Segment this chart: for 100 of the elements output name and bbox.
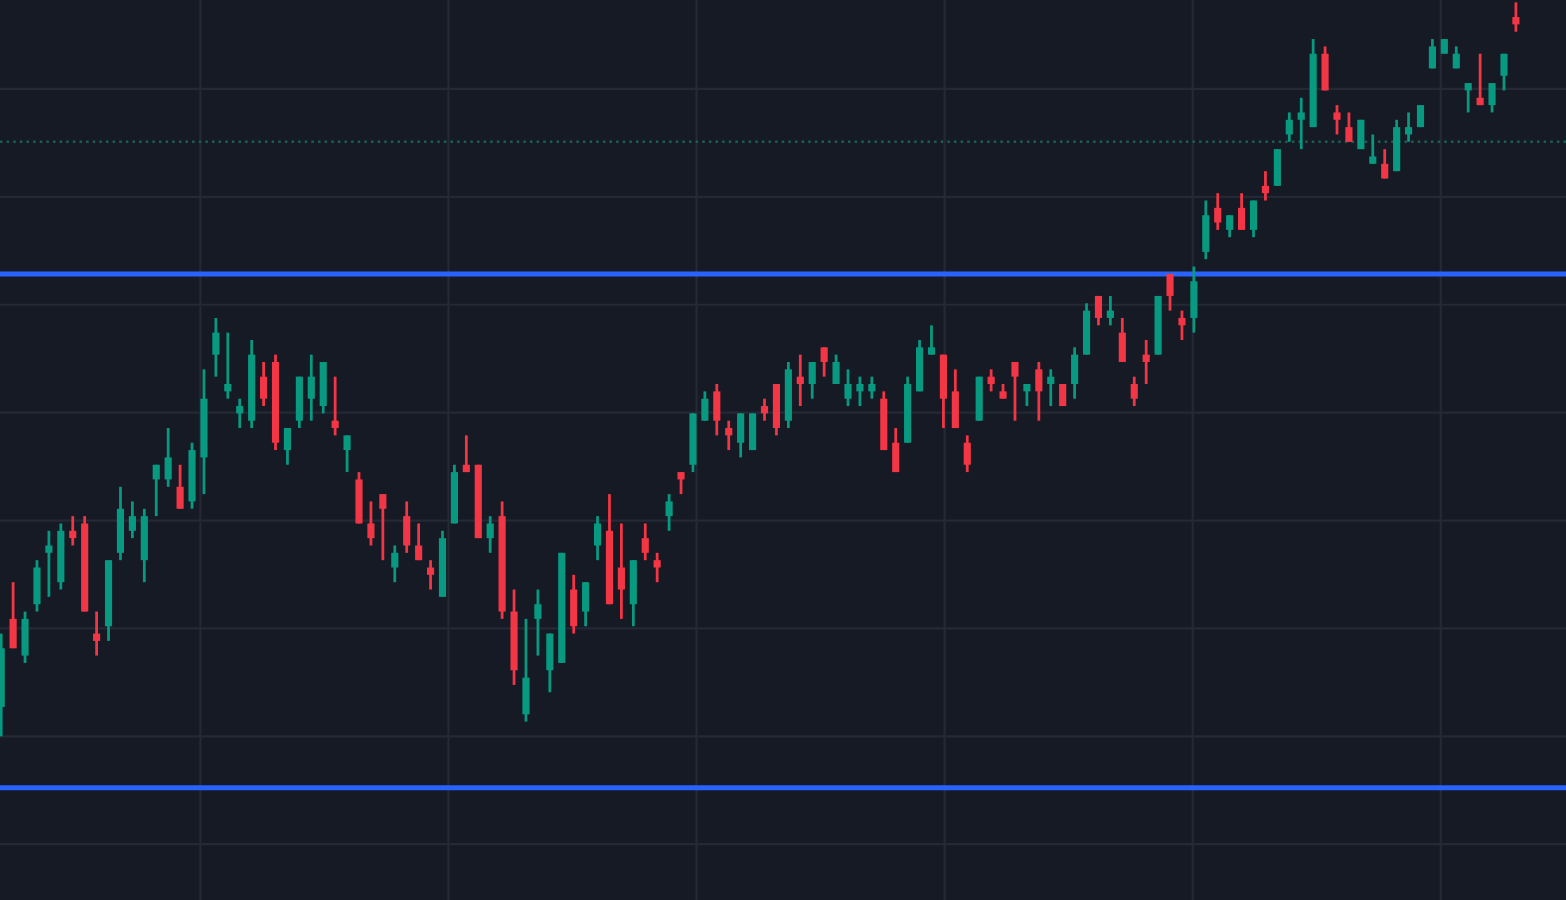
candlestick	[1178, 309, 1186, 342]
candlestick	[212, 316, 220, 379]
candlestick	[486, 514, 494, 555]
candlestick	[415, 522, 423, 562]
candlestick	[462, 434, 470, 474]
candlestick	[1404, 111, 1413, 144]
candlestick	[260, 360, 268, 408]
candlestick	[832, 353, 840, 386]
candlestick	[176, 463, 184, 511]
candlestick	[808, 360, 816, 401]
candlestick	[426, 558, 435, 591]
candlestick	[307, 353, 315, 423]
candlestick	[1428, 37, 1436, 70]
candlestick	[295, 375, 303, 430]
candlestick	[987, 367, 995, 393]
candlestick	[1142, 338, 1150, 386]
candlestick	[1238, 191, 1246, 232]
candlestick	[1047, 367, 1055, 408]
candlestick	[391, 544, 399, 584]
candlestick	[593, 514, 602, 562]
candlestick	[1393, 118, 1401, 173]
candlestick	[1118, 316, 1126, 364]
candlestick	[1297, 96, 1305, 151]
candlestick	[224, 331, 232, 401]
candlestick	[1035, 360, 1043, 423]
candlestick	[152, 463, 160, 518]
candlestick	[1512, 0, 1520, 34]
candlestick	[975, 375, 983, 423]
candlestick	[951, 367, 959, 430]
candlestick	[1082, 301, 1091, 357]
candlestick	[116, 485, 125, 562]
candlestick	[1345, 111, 1353, 144]
candlestick	[69, 514, 77, 547]
candlestick	[367, 500, 375, 547]
candlestick	[1106, 294, 1114, 327]
candlestick	[1333, 103, 1341, 136]
candlestick	[629, 558, 637, 628]
candlestick	[1226, 213, 1234, 239]
candlestick	[93, 610, 101, 657]
candlestick	[796, 353, 804, 408]
candlestick	[856, 375, 864, 408]
candlestick	[1011, 360, 1019, 423]
candlestick	[760, 397, 769, 423]
candlestick	[1476, 52, 1484, 107]
candlestick	[1488, 81, 1496, 114]
candlestick	[1321, 45, 1329, 92]
candlestick	[1166, 272, 1174, 313]
candlestick	[1190, 265, 1198, 335]
candlestick	[1202, 199, 1210, 261]
candlestick	[939, 353, 947, 430]
candlestick	[677, 470, 685, 496]
candlestick	[534, 588, 542, 657]
candlestick	[915, 338, 924, 393]
candlestick	[1369, 133, 1377, 166]
candlestick	[21, 610, 29, 665]
candlestick	[1071, 345, 1079, 401]
candlestick	[236, 397, 244, 430]
candlestick	[331, 375, 339, 437]
candlestick	[319, 360, 327, 415]
candlestick	[1285, 111, 1293, 144]
candlestick	[1500, 52, 1508, 92]
candlestick	[522, 617, 530, 724]
candlestick	[1464, 81, 1472, 114]
candlestick	[868, 375, 876, 401]
candlestick	[355, 470, 363, 525]
candlestick	[653, 551, 661, 584]
candlestick	[1249, 199, 1258, 239]
candlestick	[45, 529, 53, 599]
candlestick	[617, 522, 625, 621]
candlestick	[725, 419, 733, 452]
candlestick	[737, 411, 745, 459]
candlestick	[128, 500, 136, 540]
candlestick	[570, 573, 578, 635]
candlestick	[379, 492, 387, 562]
candlestick	[140, 507, 148, 584]
candlestick	[1273, 147, 1281, 188]
candlestick	[1094, 294, 1103, 327]
candlestick	[1261, 169, 1270, 202]
candlestick	[1214, 191, 1222, 232]
candlestick	[927, 323, 936, 357]
candlestick	[844, 367, 852, 408]
candlestick	[963, 434, 971, 474]
candlestick	[1381, 147, 1389, 180]
candlestick	[403, 500, 411, 555]
candlestick	[343, 434, 351, 474]
candlestick	[701, 389, 709, 423]
candlestick	[641, 522, 649, 562]
candlestick	[772, 382, 781, 437]
candlestick	[546, 632, 554, 694]
candlestick	[892, 426, 900, 474]
candlestick	[9, 580, 17, 650]
candlestick	[713, 382, 721, 437]
candlestick	[665, 492, 673, 533]
candlestick	[1130, 375, 1138, 408]
candlestick	[33, 558, 41, 613]
candlestick	[164, 426, 172, 489]
candlestick	[749, 411, 757, 452]
candlestick	[582, 580, 590, 628]
candlestick	[283, 426, 292, 467]
candlestick	[820, 345, 828, 379]
